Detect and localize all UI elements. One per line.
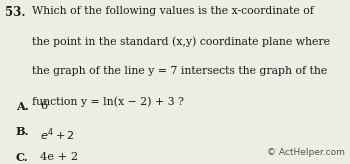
Text: function y = ln(x − 2) + 3 ?: function y = ln(x − 2) + 3 ?: [32, 97, 184, 107]
Text: $e^4 + 2$: $e^4 + 2$: [40, 126, 75, 143]
Text: B.: B.: [16, 126, 29, 137]
Text: the point in the standard (x,y) coordinate plane where: the point in the standard (x,y) coordina…: [32, 36, 330, 47]
Text: 4e + 2: 4e + 2: [40, 152, 78, 162]
Text: © ActHelper.com: © ActHelper.com: [267, 148, 345, 157]
Text: 6: 6: [40, 101, 48, 111]
Text: Which of the following values is the x-coordinate of: Which of the following values is the x-c…: [32, 6, 314, 16]
Text: 53.: 53.: [5, 6, 25, 19]
Text: the graph of the line y = 7 intersects the graph of the: the graph of the line y = 7 intersects t…: [32, 66, 328, 76]
Text: C.: C.: [16, 152, 28, 163]
Text: A.: A.: [16, 101, 28, 112]
